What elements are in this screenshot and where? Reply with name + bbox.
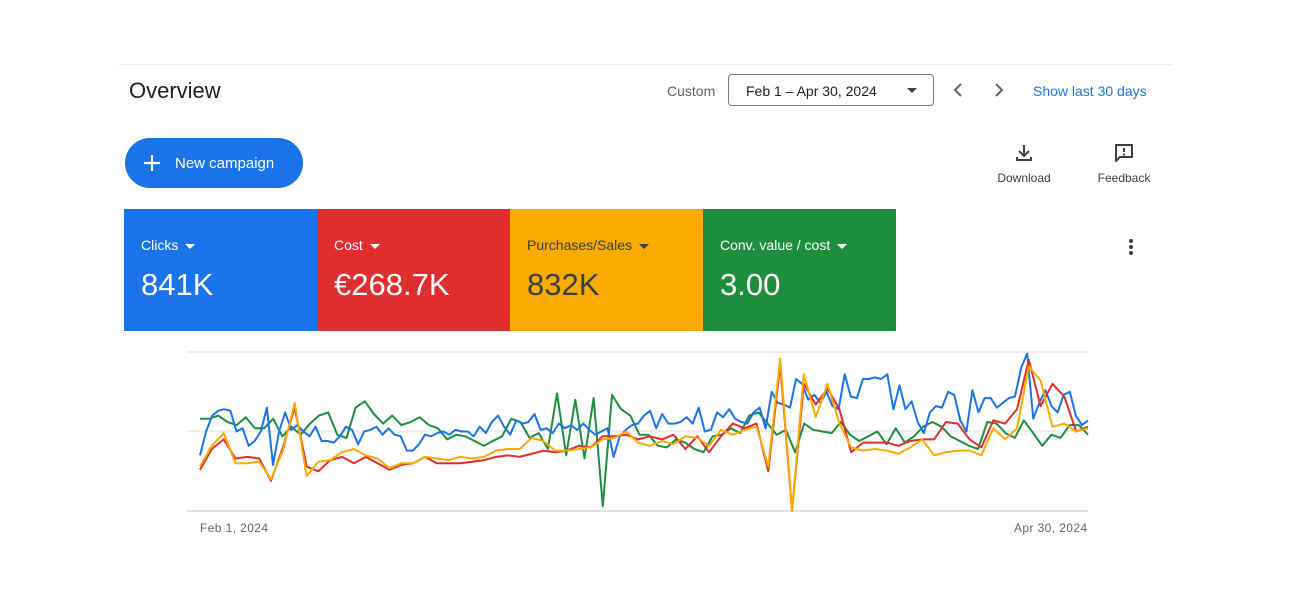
metric-card-clicks[interactable]: Clicks 841K [124, 209, 317, 331]
chevron-left-icon [953, 83, 962, 97]
metric-selector[interactable]: Cost [334, 237, 380, 253]
series-layer [199, 352, 1089, 512]
download-button[interactable]: Download [984, 141, 1064, 191]
more-options-button[interactable] [1119, 235, 1143, 259]
metric-label: Cost [334, 237, 363, 253]
download-label: Download [997, 171, 1051, 185]
x-axis-start-label: Feb 1, 2024 [200, 521, 269, 535]
dropdown-arrow-icon [369, 243, 380, 249]
chevron-right-icon [995, 83, 1004, 97]
caret-down-icon [907, 88, 917, 93]
metric-card-conv-value-cost[interactable]: Conv. value / cost 3.00 [703, 209, 896, 331]
metric-label: Purchases/Sales [527, 237, 633, 253]
dropdown-arrow-icon [639, 243, 650, 249]
new-campaign-button[interactable]: New campaign [125, 138, 303, 188]
more-vert-icon [1129, 239, 1133, 255]
metric-selector[interactable]: Conv. value / cost [720, 237, 848, 253]
page-title: Overview [129, 78, 221, 103]
series-line-cost [199, 359, 1089, 512]
series-line-conv-value-cost [200, 392, 1089, 508]
new-campaign-label: New campaign [175, 155, 275, 172]
metric-value: 841K [141, 267, 214, 302]
metric-selector[interactable]: Clicks [141, 237, 196, 253]
download-icon [1016, 145, 1032, 161]
metric-value: €268.7K [334, 267, 450, 302]
feedback-button[interactable]: Feedback [1084, 141, 1164, 191]
date-range-value: Feb 1 – Apr 30, 2024 [746, 83, 877, 99]
series-line-purchases-sales [199, 357, 1089, 512]
metric-cards: Clicks 841K Cost €268.7K Purchases/Sales… [124, 209, 897, 331]
plus-icon [144, 155, 160, 171]
metric-card-cost[interactable]: Cost €268.7K [317, 209, 510, 331]
metric-label: Conv. value / cost [720, 237, 831, 253]
dropdown-arrow-icon [185, 243, 196, 249]
series-line-clicks [199, 352, 1089, 466]
dropdown-arrow-icon [837, 243, 848, 249]
metric-label: Clicks [141, 237, 179, 253]
feedback-icon [1115, 144, 1133, 162]
show-last-30-days-link[interactable]: Show last 30 days [1033, 83, 1147, 99]
feedback-label: Feedback [1097, 171, 1151, 185]
metric-value: 832K [527, 267, 600, 302]
x-axis-end-label: Apr 30, 2024 [1014, 521, 1088, 535]
previous-period-button[interactable] [946, 78, 970, 102]
header-divider [118, 64, 1173, 65]
metric-card-purchases[interactable]: Purchases/Sales 832K [510, 209, 703, 331]
metric-value: 3.00 [720, 267, 781, 302]
date-range-type-label: Custom [667, 83, 716, 99]
next-period-button[interactable] [987, 78, 1011, 102]
date-range-select[interactable]: Feb 1 – Apr 30, 2024 [728, 74, 934, 106]
metric-selector[interactable]: Purchases/Sales [527, 237, 650, 253]
